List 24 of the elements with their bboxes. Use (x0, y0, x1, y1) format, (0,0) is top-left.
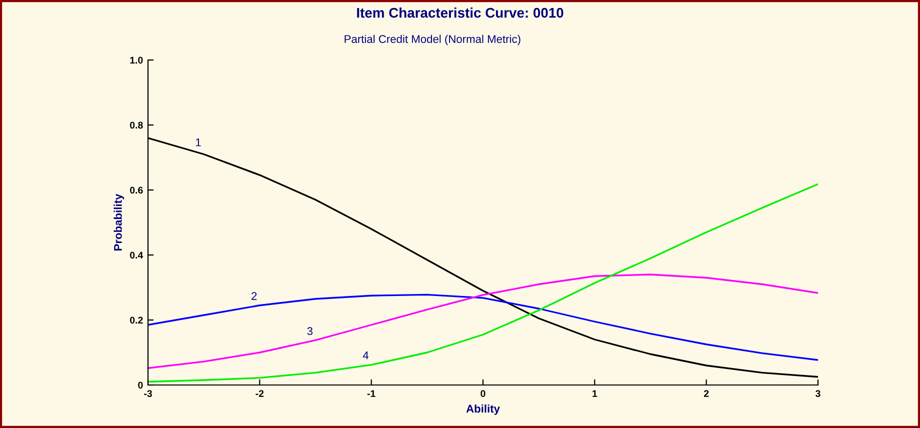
line-series (148, 183, 818, 383)
x-axis-title: Ability (466, 404, 500, 415)
chart-subtitle: Partial Credit Model (Normal Metric) (344, 34, 520, 46)
y-tick-label: 0.6 (130, 186, 143, 194)
line-series (148, 294, 818, 361)
series-label: 4 (362, 352, 369, 360)
series-label: 2 (252, 292, 257, 300)
x-tick-label: -3 (144, 390, 152, 398)
x-tick-label: 3 (816, 390, 820, 398)
chart-title: Item Characteristic Curve: 0010 (357, 8, 564, 18)
x-tick-label: 1 (592, 390, 598, 397)
x-tick-label: -2 (256, 390, 264, 397)
line-series (148, 274, 818, 369)
y-axis-title: Probability (114, 194, 124, 250)
x-tick-label: 0 (480, 390, 486, 397)
y-tick-label: 1.0 (130, 56, 143, 64)
y-tick-label: 0 (138, 382, 143, 389)
series-label: 3 (307, 327, 313, 336)
x-tick-label: 2 (704, 390, 709, 397)
y-tick-label: 0.4 (130, 252, 144, 259)
series-label: 1 (196, 138, 201, 146)
x-tick-label: -1 (367, 390, 376, 397)
y-tick-label: 0.8 (130, 122, 143, 129)
y-tick-label: 0.2 (130, 316, 143, 324)
